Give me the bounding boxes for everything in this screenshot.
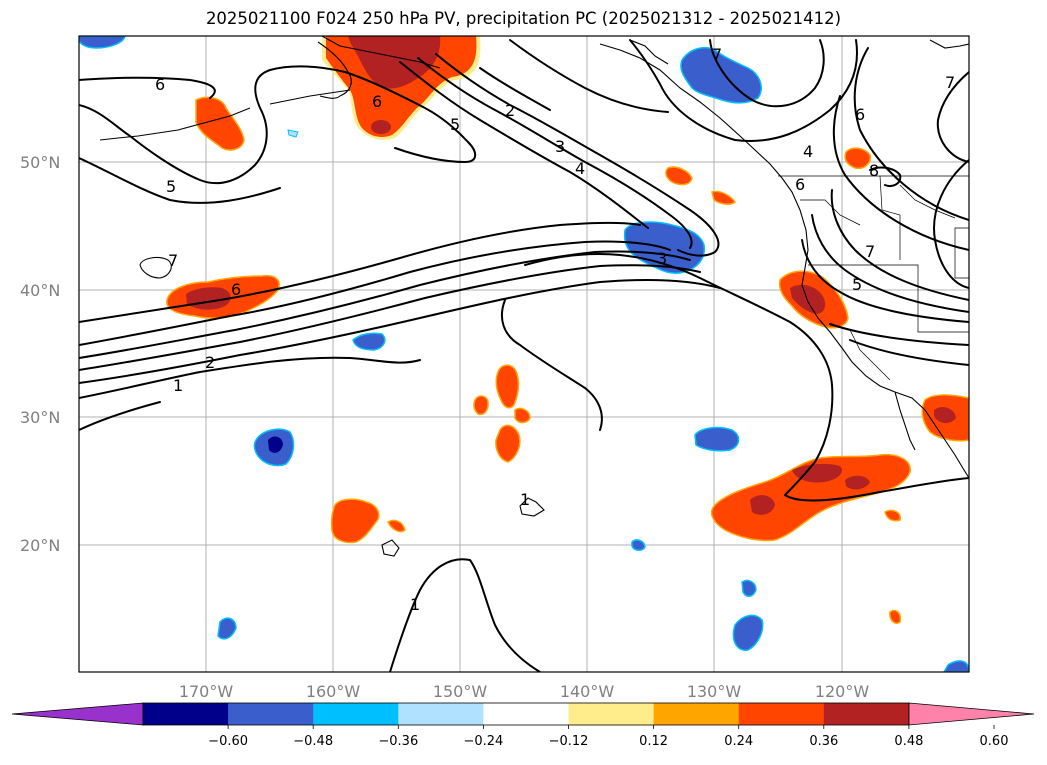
- contour-label: 8: [869, 161, 879, 180]
- contour-labels: 6 5 2 3 4 6 5 7 6 2 1 3 1 1 4 6 7 5 7 6 …: [155, 45, 955, 614]
- lat-label: 30°N: [20, 408, 60, 427]
- map-frame: [78, 35, 970, 673]
- colorbar-tick-label: 0.24: [724, 734, 753, 749]
- map-panel: 6 5 2 3 4 6 5 7 6 2 1 3 1 1 4 6 7 5 7 6 …: [79, 36, 969, 672]
- contour-label: 1: [173, 376, 183, 395]
- contour-label: 7: [945, 73, 955, 92]
- contour-label: 3: [657, 249, 667, 268]
- lon-label: 150°W: [433, 682, 488, 701]
- latitude-labels: 50°N 40°N 30°N 20°N: [20, 153, 60, 555]
- colorbar-tick-label: 0.60: [980, 734, 1009, 749]
- lat-label: 20°N: [20, 536, 60, 555]
- contour-label: 4: [803, 142, 813, 161]
- colorbar-bin: [228, 703, 314, 725]
- colorbar-bin: [738, 703, 825, 725]
- colorbar-tick-label: −0.48: [293, 734, 333, 749]
- contour-label: 3: [555, 137, 565, 156]
- contour-label: 6: [231, 280, 241, 299]
- contour-label: 5: [166, 177, 176, 196]
- contour-label: 1: [410, 595, 420, 614]
- colorbar-bin: [398, 703, 484, 725]
- colorbar-tick-label: 0.48: [894, 734, 923, 749]
- lon-label: 120°W: [815, 682, 870, 701]
- colorbar-tick-label: 0.36: [809, 734, 838, 749]
- contour-label: 6: [372, 92, 382, 111]
- lat-label: 40°N: [20, 281, 60, 300]
- colorbar-tick-label: −0.60: [208, 734, 248, 749]
- colorbar-tick-label: −0.12: [549, 734, 589, 749]
- contour-label: 5: [450, 115, 460, 134]
- colorbar-outline: [142, 702, 910, 726]
- contour-label: 6: [795, 175, 805, 194]
- colorbar-extend-min: [11, 702, 144, 726]
- colorbar-tick-label: 0.12: [639, 734, 668, 749]
- colorbar-extend-max: [908, 702, 1035, 726]
- contour-label: 6: [155, 75, 165, 94]
- contour-label: 5: [852, 275, 862, 294]
- colorbar-bin: [313, 703, 399, 725]
- colorbar-tick-label: −0.36: [378, 734, 418, 749]
- lon-label: 170°W: [179, 682, 234, 701]
- contour-label: 7: [712, 45, 722, 64]
- map-title: 2025021100 F024 250 hPa PV, precipitatio…: [205, 9, 842, 28]
- contour-label: 1: [520, 490, 530, 509]
- colorbar-tick-label: −0.24: [463, 734, 503, 749]
- colorbar: −0.60 −0.48 −0.36 −0.24 −0.12 0.12 0.24 0.36 0.4…: [11, 702, 1035, 749]
- precip-positive-areas: [166, 36, 969, 624]
- lon-label: 140°W: [560, 682, 615, 701]
- colorbar-bin: [483, 703, 569, 725]
- colorbar-bin: [143, 703, 229, 725]
- contour-label: 7: [168, 251, 178, 270]
- lon-label: 130°W: [687, 682, 742, 701]
- contour-label: 4: [575, 159, 585, 178]
- longitude-labels: 170°W 160°W 150°W 140°W 130°W 120°W: [179, 682, 870, 701]
- lon-label: 160°W: [306, 682, 361, 701]
- contour-label: 2: [205, 353, 215, 372]
- colorbar-bin: [823, 703, 910, 725]
- pv-contours: [79, 39, 969, 672]
- contour-label: 2: [505, 101, 515, 120]
- colorbar-bin: [568, 703, 655, 725]
- political-borders: [778, 175, 969, 381]
- lat-label: 50°N: [20, 153, 60, 172]
- coastlines: [99, 36, 969, 557]
- contour-label: 7: [865, 242, 875, 261]
- colorbar-bin: [653, 703, 740, 725]
- contour-label: 6: [855, 105, 865, 124]
